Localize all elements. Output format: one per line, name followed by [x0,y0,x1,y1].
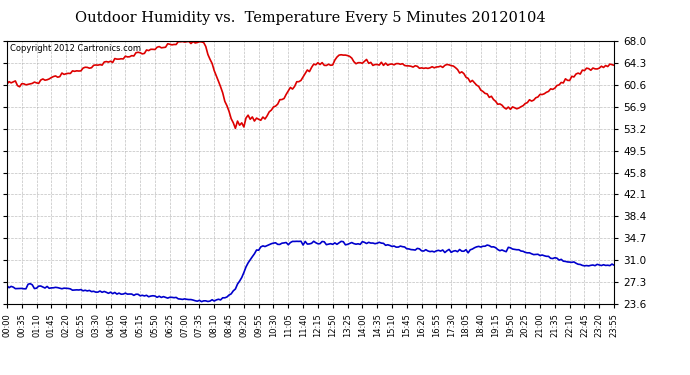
Text: Outdoor Humidity vs.  Temperature Every 5 Minutes 20120104: Outdoor Humidity vs. Temperature Every 5… [75,11,546,25]
Text: Copyright 2012 Cartronics.com: Copyright 2012 Cartronics.com [10,44,141,53]
